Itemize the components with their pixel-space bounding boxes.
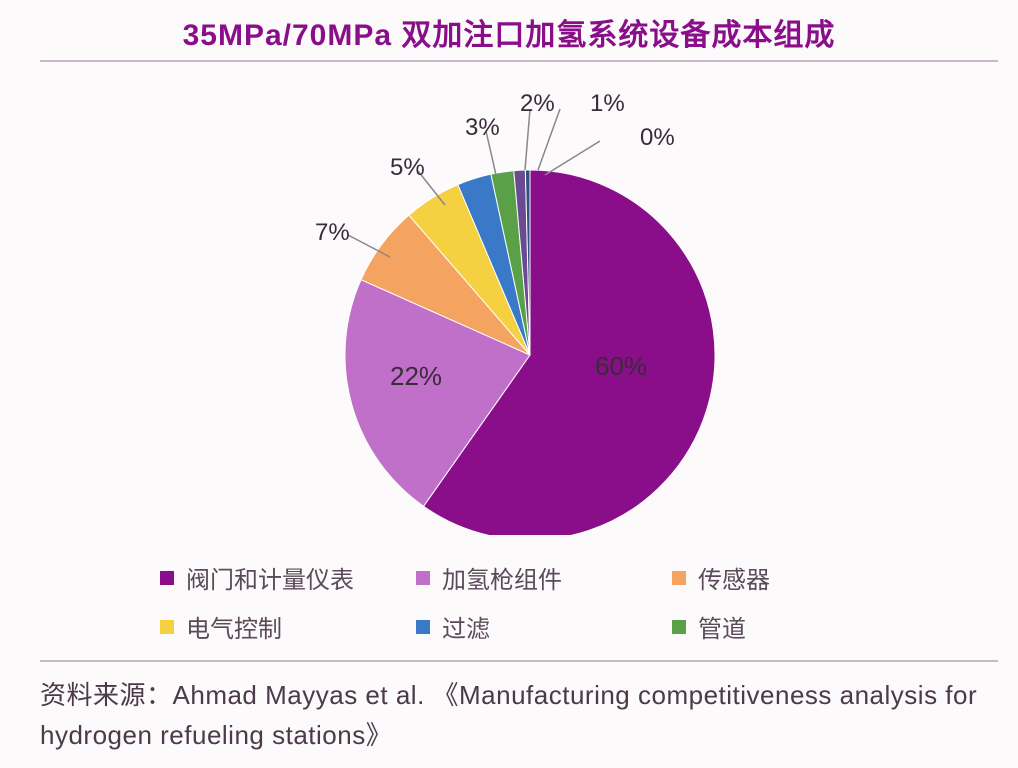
legend-label: 传感器 <box>698 560 770 595</box>
legend-item: 加氢枪组件 <box>416 560 662 595</box>
legend-item: 管道 <box>672 609 918 644</box>
legend-label: 管道 <box>698 609 746 644</box>
source-text: Ahmad Mayyas et al. 《Manufacturing compe… <box>40 680 977 750</box>
legend-swatch <box>672 620 686 634</box>
chart-title: 35MPa/70MPa 双加注口加氢系统设备成本组成 <box>0 10 1018 54</box>
legend-item: 传感器 <box>672 560 918 595</box>
slice-label: 5% <box>390 154 425 181</box>
legend-item: 阀门和计量仪表 <box>160 560 406 595</box>
leader-line <box>525 109 530 170</box>
legend-item: 过滤 <box>416 609 662 644</box>
pie-chart: 60% 22% 7% 5% 3% 2% 1% 0% <box>240 75 780 535</box>
legend: 阀门和计量仪表 加氢枪组件 传感器电气控制 过滤 管道 <box>160 560 918 644</box>
divider-top <box>40 60 998 62</box>
legend-label: 过滤 <box>442 609 490 644</box>
slice-label: 60% <box>595 351 647 381</box>
legend-label: 阀门和计量仪表 <box>186 560 354 595</box>
slice-label: 2% <box>520 90 555 117</box>
source-citation: 资料来源：Ahmad Mayyas et al. 《Manufacturing … <box>40 675 998 756</box>
legend-label: 电气控制 <box>186 609 282 644</box>
leader-line <box>545 141 600 175</box>
source-prefix: 资料来源： <box>40 680 173 710</box>
slice-label: 22% <box>390 361 442 391</box>
leader-line <box>538 109 560 170</box>
divider-bottom <box>40 660 998 662</box>
slice-label: 0% <box>640 124 675 151</box>
legend-swatch <box>160 620 174 634</box>
slice-label: 7% <box>315 219 350 246</box>
legend-swatch <box>672 571 686 585</box>
legend-swatch <box>416 620 430 634</box>
slice-label: 1% <box>590 90 625 117</box>
legend-swatch <box>160 571 174 585</box>
legend-item: 电气控制 <box>160 609 406 644</box>
legend-swatch <box>416 571 430 585</box>
legend-label: 加氢枪组件 <box>442 560 562 595</box>
slice-label: 3% <box>465 114 500 141</box>
